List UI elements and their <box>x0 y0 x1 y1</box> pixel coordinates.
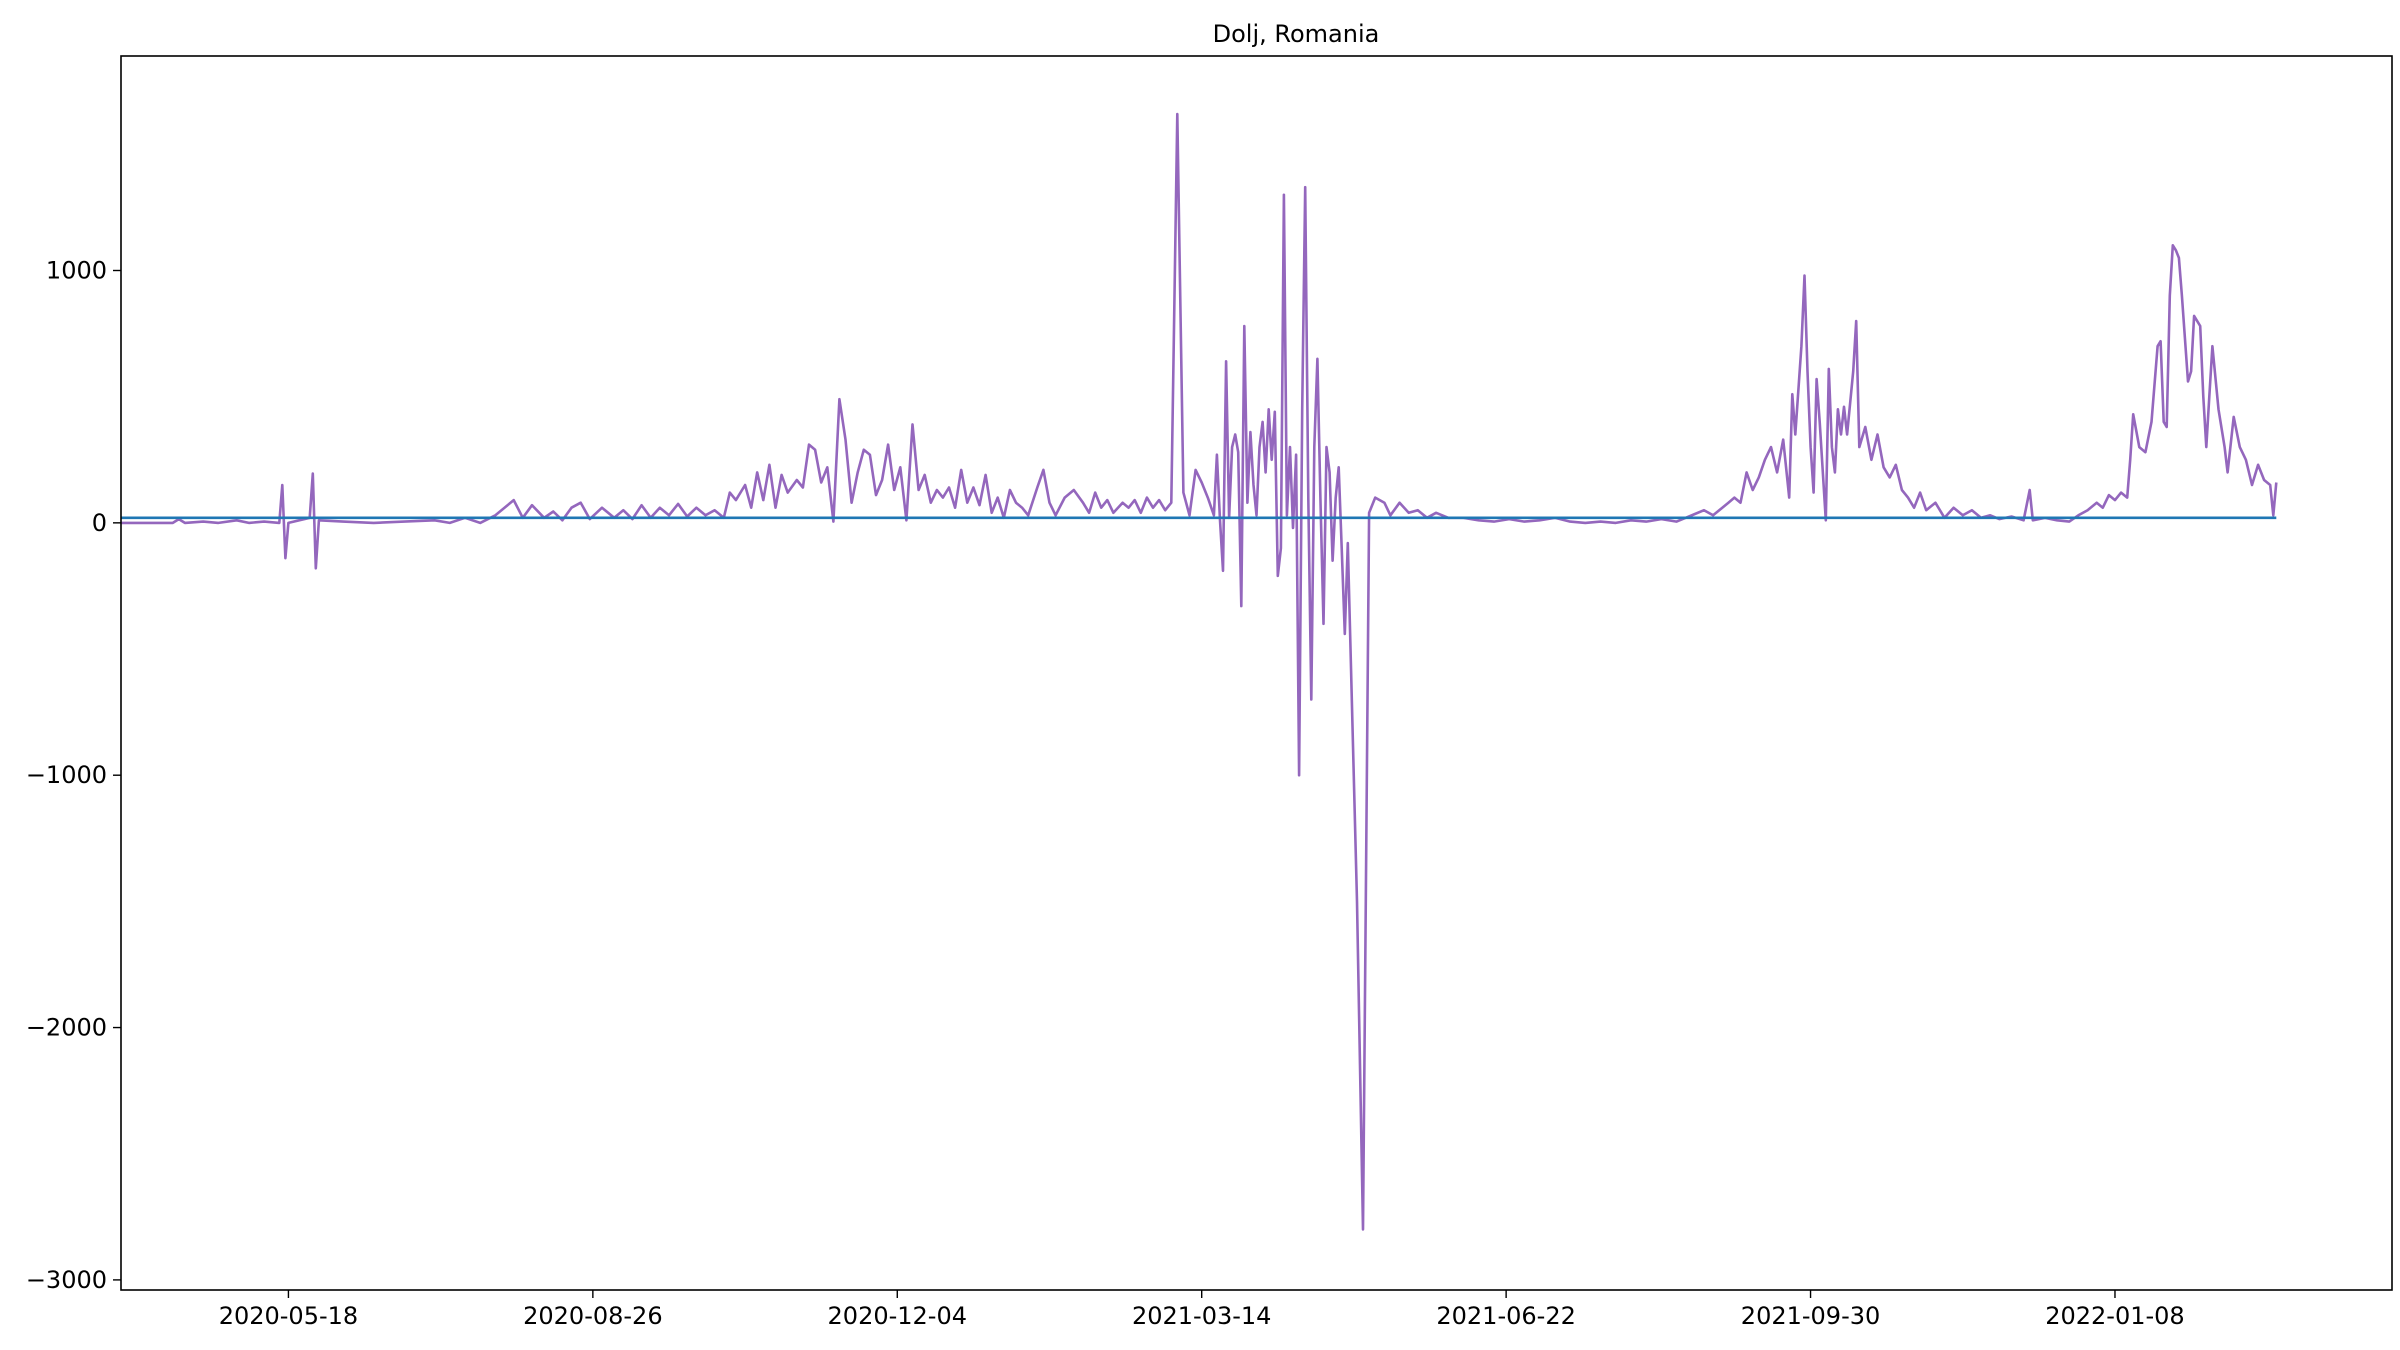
y-axis: 1000 0 −1000 −2000 −3000 <box>26 256 121 1294</box>
y-tick-label: −1000 <box>26 761 107 789</box>
y-tick-label: 0 <box>92 509 107 537</box>
x-tick-label: 2022-01-08 <box>2045 1302 2184 1330</box>
series-layer <box>121 112 2278 1231</box>
y-tick-label: 1000 <box>46 256 107 284</box>
x-tick-label: 2021-03-14 <box>1132 1302 1271 1330</box>
x-tick-label: 2021-09-30 <box>1741 1302 1880 1330</box>
chart-title: Dolj, Romania <box>1213 20 1380 48</box>
x-tick-label: 2020-12-04 <box>828 1302 967 1330</box>
y-tick-label: −2000 <box>26 1014 107 1042</box>
plot-frame <box>120 55 2393 1291</box>
x-tick-label: 2020-08-26 <box>523 1302 662 1330</box>
x-tick-label: 2021-06-22 <box>1436 1302 1575 1330</box>
series-line-1 <box>121 112 2278 1231</box>
x-axis: 2020-05-18 2020-08-26 2020-12-04 2021-03-14… <box>219 1290 2185 1330</box>
x-tick-label: 2020-05-18 <box>219 1302 358 1330</box>
y-tick-label: −3000 <box>26 1266 107 1294</box>
